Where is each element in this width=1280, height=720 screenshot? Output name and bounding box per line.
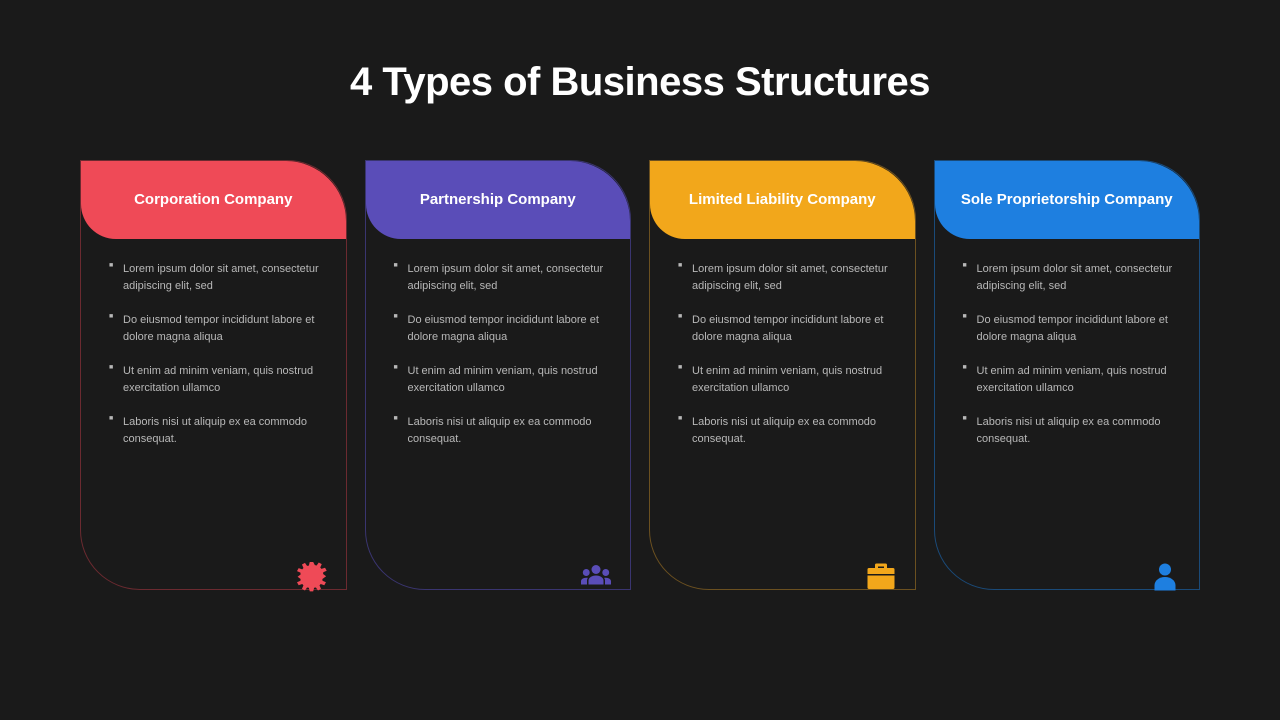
bullet-item: Laboris nisi ut aliquip ex ea commodo co… (394, 414, 611, 447)
bullet-item: Lorem ipsum dolor sit amet, consectetur … (394, 261, 611, 294)
card-0: Corporation Company Lorem ipsum dolor sit… (80, 160, 347, 590)
bullet-item: Lorem ipsum dolor sit amet, consectetur … (678, 261, 895, 294)
card-title: Limited Liability Company (689, 190, 876, 210)
card-body: Lorem ipsum dolor sit amet, consectetur … (935, 239, 1200, 485)
bullet-item: Ut enim ad minim veniam, quis nostrud ex… (963, 363, 1180, 396)
card-title: Sole Proprietorship Company (961, 190, 1173, 210)
person-icon (1143, 555, 1187, 599)
card-2: Limited Liability Company Lorem ipsum dol… (649, 160, 916, 590)
bullet-item: Ut enim ad minim veniam, quis nostrud ex… (394, 363, 611, 396)
bullet-item: Ut enim ad minim veniam, quis nostrud ex… (109, 363, 326, 396)
card-3: Sole Proprietorship Company Lorem ipsum d… (934, 160, 1201, 590)
bullet-item: Ut enim ad minim veniam, quis nostrud ex… (678, 363, 895, 396)
bullet-item: Lorem ipsum dolor sit amet, consectetur … (963, 261, 1180, 294)
bullet-list: Lorem ipsum dolor sit amet, consectetur … (963, 261, 1180, 447)
bullet-item: Laboris nisi ut aliquip ex ea commodo co… (963, 414, 1180, 447)
card-body: Lorem ipsum dolor sit amet, consectetur … (366, 239, 631, 485)
card-header: Limited Liability Company (650, 161, 915, 239)
bullet-list: Lorem ipsum dolor sit amet, consectetur … (394, 261, 611, 447)
bullet-item: Laboris nisi ut aliquip ex ea commodo co… (678, 414, 895, 447)
briefcase-icon (859, 555, 903, 599)
page-title: 4 Types of Business Structures (80, 60, 1200, 105)
gear-icon (290, 555, 334, 599)
card-title: Corporation Company (134, 190, 292, 210)
card-body: Lorem ipsum dolor sit amet, consectetur … (650, 239, 915, 485)
bullet-item: Laboris nisi ut aliquip ex ea commodo co… (109, 414, 326, 447)
people-icon (574, 555, 618, 599)
card-header: Corporation Company (81, 161, 346, 239)
bullet-item: Do eiusmod tempor incididunt labore et d… (394, 312, 611, 345)
bullet-list: Lorem ipsum dolor sit amet, consectetur … (678, 261, 895, 447)
card-header: Partnership Company (366, 161, 631, 239)
bullet-item: Do eiusmod tempor incididunt labore et d… (963, 312, 1180, 345)
card-body: Lorem ipsum dolor sit amet, consectetur … (81, 239, 346, 485)
card-header: Sole Proprietorship Company (935, 161, 1200, 239)
card-title: Partnership Company (420, 190, 576, 210)
card-1: Partnership Company Lorem ipsum dolor sit… (365, 160, 632, 590)
slide: 4 Types of Business Structures Corporati… (0, 0, 1280, 720)
bullet-item: Lorem ipsum dolor sit amet, consectetur … (109, 261, 326, 294)
bullet-item: Do eiusmod tempor incididunt labore et d… (678, 312, 895, 345)
bullet-list: Lorem ipsum dolor sit amet, consectetur … (109, 261, 326, 447)
bullet-item: Do eiusmod tempor incididunt labore et d… (109, 312, 326, 345)
cards-container: Corporation Company Lorem ipsum dolor sit… (80, 160, 1200, 680)
